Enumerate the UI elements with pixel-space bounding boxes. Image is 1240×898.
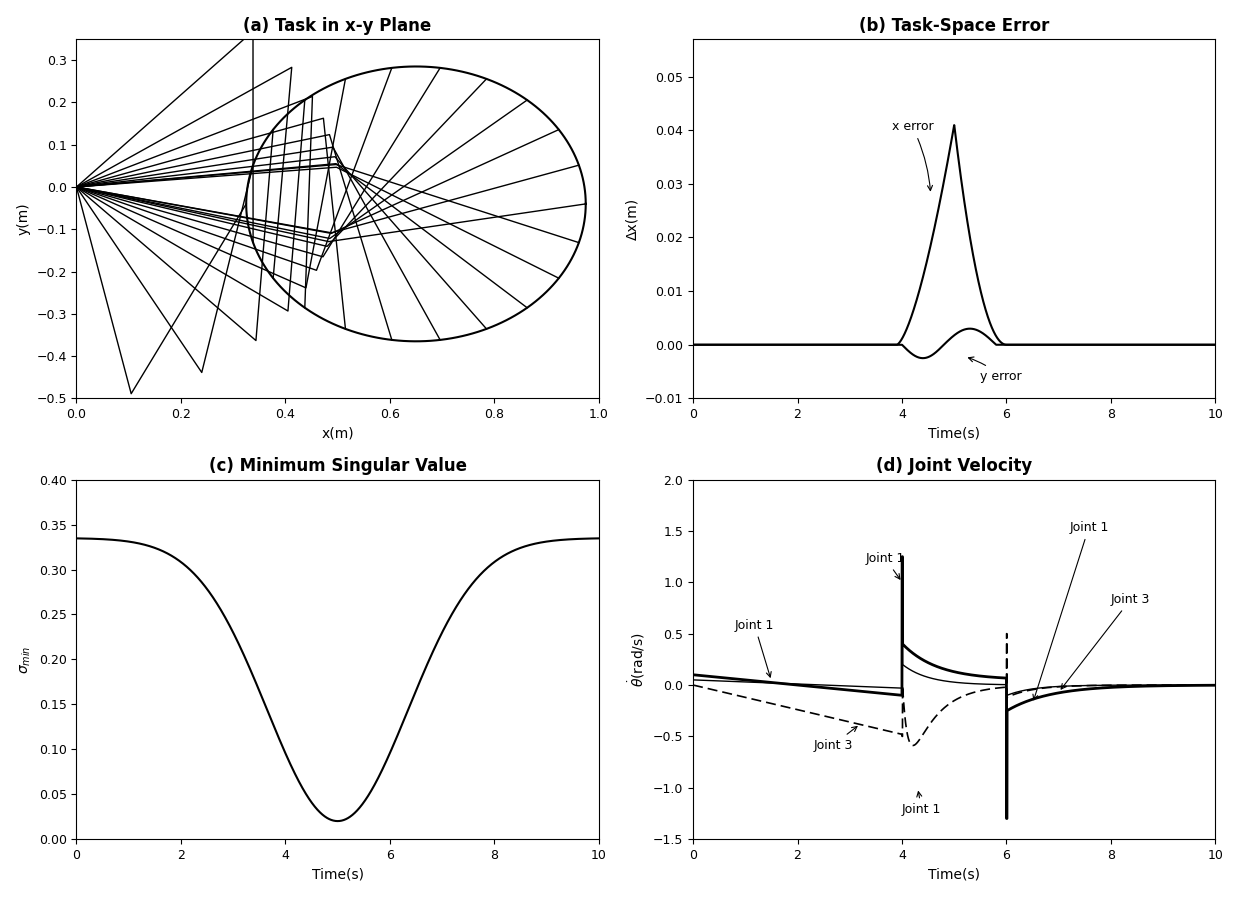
Y-axis label: $\dot{\theta}$(rad/s): $\dot{\theta}$(rad/s) [626,632,647,687]
X-axis label: Time(s): Time(s) [311,867,363,881]
Text: Joint 3: Joint 3 [813,726,857,752]
X-axis label: Time(s): Time(s) [929,867,981,881]
Y-axis label: y(m): y(m) [16,202,31,235]
Text: Joint 1: Joint 1 [866,551,905,579]
Y-axis label: Δx(m): Δx(m) [625,198,640,240]
Text: y error: y error [968,357,1022,383]
Title: (d) Joint Velocity: (d) Joint Velocity [877,457,1033,475]
Y-axis label: $\sigma_{min}$: $\sigma_{min}$ [19,645,33,674]
Title: (c) Minimum Singular Value: (c) Minimum Singular Value [208,457,466,475]
Text: Joint 3: Joint 3 [1061,593,1151,689]
Title: (b) Task-Space Error: (b) Task-Space Error [859,17,1049,35]
Title: (a) Task in x-y Plane: (a) Task in x-y Plane [243,17,432,35]
Text: Joint 1: Joint 1 [901,792,941,816]
X-axis label: Time(s): Time(s) [929,427,981,441]
Text: Joint 1: Joint 1 [735,619,774,677]
Text: Joint 1: Joint 1 [1033,521,1109,700]
Text: x error: x error [892,120,934,190]
X-axis label: x(m): x(m) [321,427,353,441]
